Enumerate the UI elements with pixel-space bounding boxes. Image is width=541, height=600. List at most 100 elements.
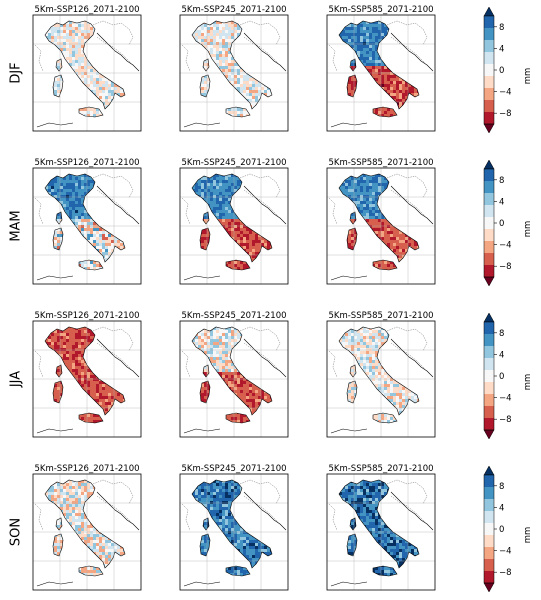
map-panel — [326, 320, 436, 438]
colorbar-tick-label: 0 — [499, 219, 504, 229]
colorbar-segment — [484, 241, 494, 253]
panel-title: 5Km-SSP126_2071-2100 — [34, 311, 139, 321]
map-frame — [179, 320, 289, 438]
colorbar-segment — [484, 394, 494, 406]
colorbar-unit: mm — [523, 68, 533, 85]
colorbar-segment — [484, 217, 494, 229]
colorbar-segment — [484, 487, 494, 499]
colorbar-tick-label: −4 — [499, 88, 512, 98]
coastline — [349, 58, 357, 72]
colorbar-segment — [484, 100, 494, 112]
coastline — [44, 326, 126, 416]
panel-title: 5Km-SSP585_2071-2100 — [328, 311, 433, 321]
colorbar-segment — [484, 265, 494, 277]
panel-title: 5Km-SSP585_2071-2100 — [328, 464, 433, 474]
colorbar-tick-label: −4 — [499, 547, 512, 557]
colorbar-tick-label: 0 — [499, 525, 504, 535]
coastline — [191, 479, 273, 569]
coastline — [55, 517, 63, 531]
coastline — [330, 122, 368, 128]
colorbar-extend-max — [483, 465, 495, 476]
colorbar-extend-min — [483, 582, 495, 593]
coastline — [36, 428, 74, 434]
colorbar-segment — [484, 346, 494, 358]
colorbar-tick-label: 4 — [499, 197, 504, 207]
coastline — [338, 20, 420, 110]
coastline — [96, 32, 140, 72]
coastline — [243, 185, 287, 225]
colorbar-tick-label: 0 — [499, 66, 504, 76]
map-frame — [179, 14, 289, 132]
colorbar-extend-min — [483, 123, 495, 134]
colorbar-segment — [484, 523, 494, 535]
colorbar-segment — [484, 406, 494, 418]
coastline — [44, 173, 126, 263]
coastline — [372, 565, 398, 577]
colorbar-segment — [484, 88, 494, 100]
coastline — [36, 275, 74, 281]
coastline — [96, 338, 140, 378]
coastline — [191, 20, 273, 110]
colorbar-segment — [484, 547, 494, 559]
map-panel — [32, 473, 142, 591]
colorbar-tick-label: 8 — [499, 176, 504, 186]
border-lines — [34, 479, 134, 531]
panel-title: 5Km-SSP585_2071-2100 — [328, 5, 433, 15]
coastline — [338, 173, 420, 263]
coastline — [44, 20, 126, 110]
colorbar-segment — [484, 511, 494, 523]
map-frame — [326, 473, 436, 591]
panel-title: 5Km-SSP245_2071-2100 — [181, 158, 286, 168]
colorbar-tick-label: −8 — [499, 262, 512, 272]
panel-title: 5Km-SSP585_2071-2100 — [328, 158, 433, 168]
colorbar-tick-label: 8 — [499, 23, 504, 33]
map-frame — [32, 320, 142, 438]
colorbar-tick-label: −4 — [499, 241, 512, 251]
map-panel — [326, 473, 436, 591]
border-lines — [181, 326, 281, 378]
colorbar-unit: mm — [523, 221, 533, 238]
colorbar-tick-label: 4 — [499, 503, 504, 513]
coastline — [372, 412, 398, 424]
coastline — [390, 491, 434, 531]
colorbar-segment — [484, 76, 494, 88]
coastline — [52, 227, 64, 251]
coastline — [346, 74, 358, 98]
map-frame — [32, 14, 142, 132]
colorbar-unit: mm — [523, 374, 533, 391]
coastline — [52, 380, 64, 404]
colorbar-tick-label: 8 — [499, 329, 504, 339]
coastline — [78, 259, 104, 271]
colorbar-segment — [484, 499, 494, 511]
coastline — [202, 58, 210, 72]
coastline — [44, 479, 126, 569]
colorbar-unit: mm — [523, 527, 533, 544]
map-panel — [32, 14, 142, 132]
map-panel — [326, 14, 436, 132]
border-lines — [34, 173, 134, 225]
colorbar-segment — [484, 358, 494, 370]
border-lines — [181, 20, 281, 72]
panel-title: 5Km-SSP245_2071-2100 — [181, 5, 286, 15]
map-panel — [179, 14, 289, 132]
colorbar-segment — [484, 16, 494, 28]
panel-title: 5Km-SSP245_2071-2100 — [181, 311, 286, 321]
panel-title: 5Km-SSP245_2071-2100 — [181, 464, 286, 474]
season-label: DJF — [9, 62, 24, 83]
coastline — [349, 517, 357, 531]
coastline — [183, 122, 221, 128]
map-panel — [179, 320, 289, 438]
colorbar-segment — [484, 193, 494, 205]
coastline — [390, 338, 434, 378]
coastline — [349, 364, 357, 378]
colorbar-extend-max — [483, 312, 495, 323]
colorbar-tick-label: −8 — [499, 568, 512, 578]
coastline — [36, 581, 74, 587]
colorbar-tick-label: 8 — [499, 482, 504, 492]
map-panel — [32, 167, 142, 285]
coastline — [202, 517, 210, 531]
colorbar-segment — [484, 64, 494, 76]
coastline — [96, 185, 140, 225]
coastline — [36, 122, 74, 128]
colorbar: 8 4 0 −4 −8 mm — [483, 312, 533, 440]
